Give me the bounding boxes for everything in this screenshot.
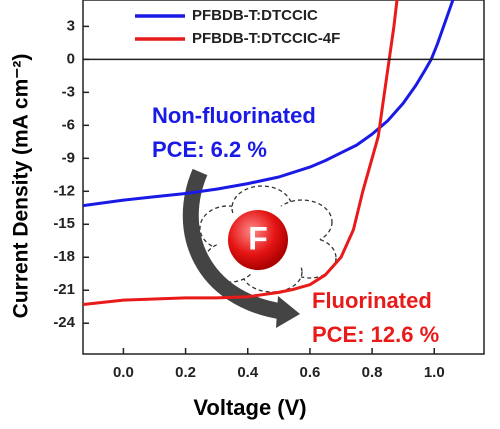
series-line: [83, 0, 455, 208]
fluorine-ball: [228, 210, 288, 270]
plot-frame: [82, 0, 485, 355]
x-tick-label: 0.4: [237, 364, 259, 381]
x-axis-label: Voltage (V): [193, 395, 306, 420]
y-tick-label: -9: [62, 149, 75, 166]
plot-area: [83, 0, 455, 306]
x-tick-label: 0.6: [299, 364, 320, 381]
legend-label: PFBDB-T:DTCCIC-4F: [192, 30, 340, 47]
x-tick-label: 0.0: [113, 364, 134, 381]
y-axis-label: Current Density (mA cm⁻²): [10, 54, 33, 319]
x-tick-label: 0.8: [362, 364, 383, 381]
y-tick-label: 3: [67, 17, 75, 34]
y-tick-label: -12: [53, 182, 75, 199]
legend-label: PFBDB-T:DTCCIC: [192, 7, 318, 24]
y-tick-label: -3: [62, 83, 75, 100]
annotation: Fluorinated: [312, 288, 432, 313]
y-tick-label: 0: [67, 50, 75, 67]
y-tick-label: -6: [62, 116, 75, 133]
x-tick-label: 1.0: [424, 364, 445, 381]
x-tick-label: 0.2: [175, 364, 196, 381]
annotation: PCE: 6.2 %: [152, 137, 267, 162]
y-tick-label: -24: [53, 314, 75, 331]
annotation: PCE: 12.6 %: [312, 322, 439, 347]
y-tick-label: -18: [53, 248, 75, 265]
y-tick-label: -21: [53, 281, 75, 298]
annotation: Non-fluorinated: [152, 103, 316, 128]
y-tick-label: -15: [53, 215, 75, 232]
series-line: [83, 0, 399, 306]
fluorine-label: F: [248, 220, 268, 256]
arrow-head: [276, 296, 300, 328]
